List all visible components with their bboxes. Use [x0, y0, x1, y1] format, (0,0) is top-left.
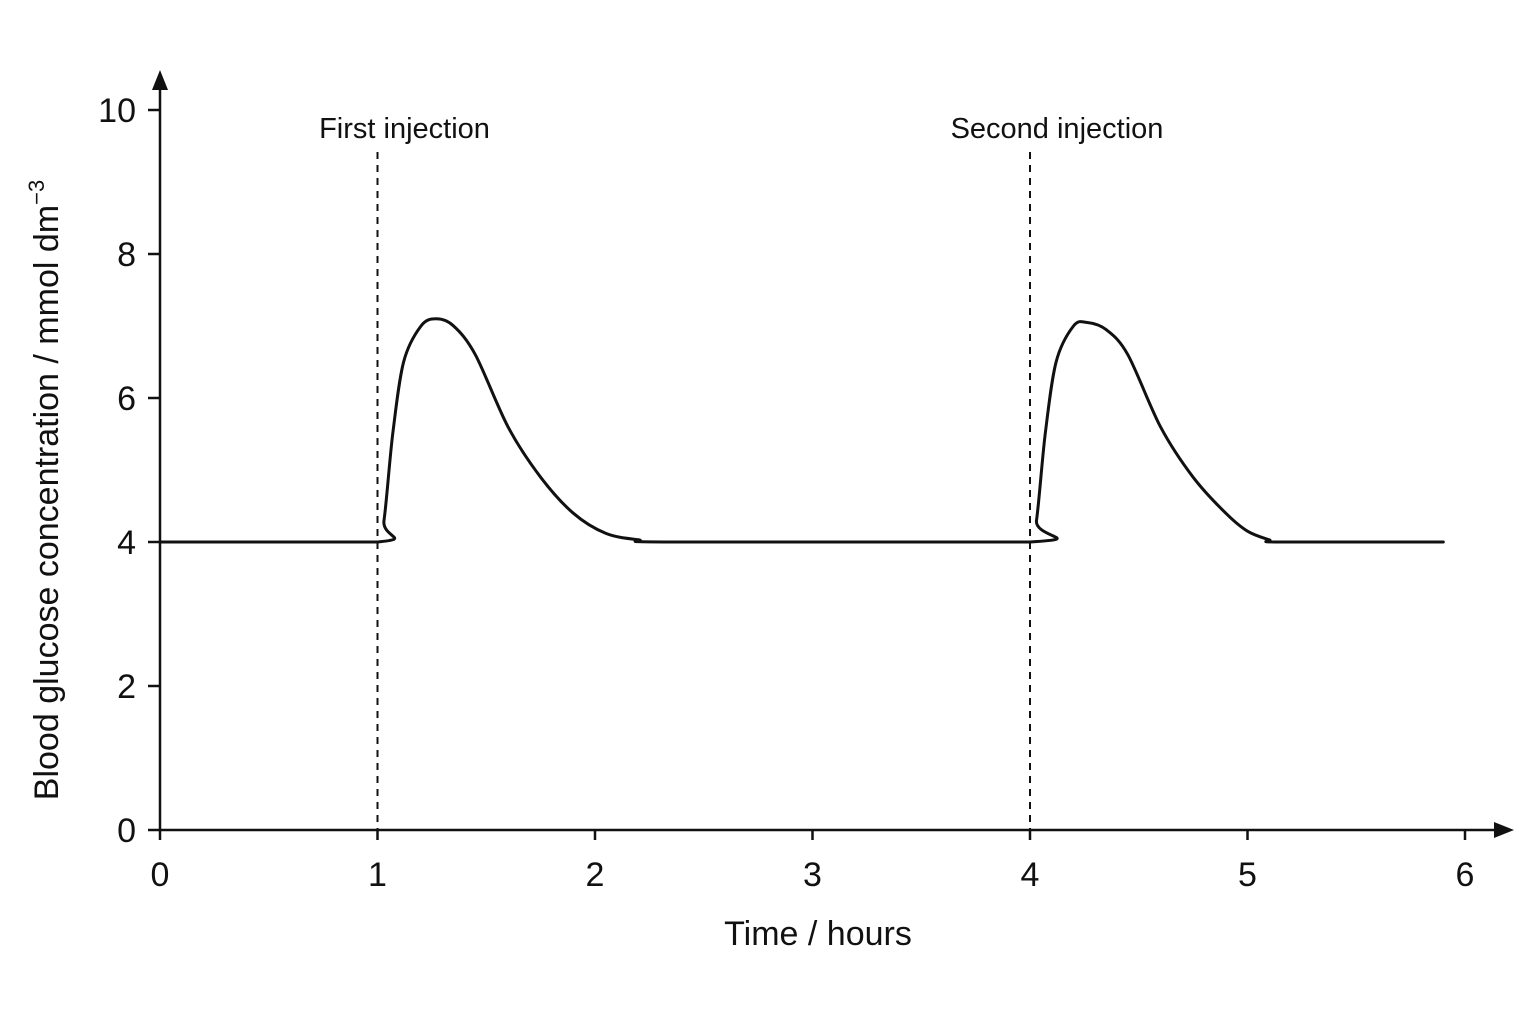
injection-label: Second injection: [951, 113, 1164, 145]
x-tick-label: 4: [1021, 856, 1040, 894]
y-axis-title-superscript: −3: [24, 180, 49, 205]
x-tick-label: 5: [1238, 856, 1257, 894]
y-axis-title: Blood glucose concentration / mmol dm−3: [24, 180, 66, 800]
y-tick-label: 2: [117, 668, 136, 706]
injection-markers: First injection Second injection: [319, 113, 1163, 830]
injection-label: First injection: [319, 113, 490, 145]
x-tick-label: 3: [803, 856, 822, 894]
y-tick-label: 0: [117, 812, 136, 850]
labels: Time / hours Blood glucose concentration…: [24, 180, 912, 953]
y-tick-label: 8: [117, 236, 136, 274]
y-axis-title-main: Blood glucose concentration / mmol dm: [28, 205, 66, 800]
x-tick-label: 1: [368, 856, 387, 894]
x-tick-label: 2: [586, 856, 605, 894]
ticks: 0 1 2 3 4 5 6 0 2 4 6 8 10: [98, 92, 1474, 894]
axes: [152, 70, 1514, 838]
x-tick-label: 0: [151, 856, 170, 894]
x-tick-label: 6: [1456, 856, 1475, 894]
y-tick-label: 4: [117, 524, 136, 562]
x-axis-arrow: [1494, 822, 1514, 838]
glucose-series-line: [158, 317, 1445, 544]
y-axis-arrow: [152, 70, 168, 90]
series: [158, 317, 1445, 544]
y-tick-label: 10: [98, 92, 136, 130]
y-tick-label: 6: [117, 380, 136, 418]
x-axis-title: Time / hours: [724, 915, 912, 953]
